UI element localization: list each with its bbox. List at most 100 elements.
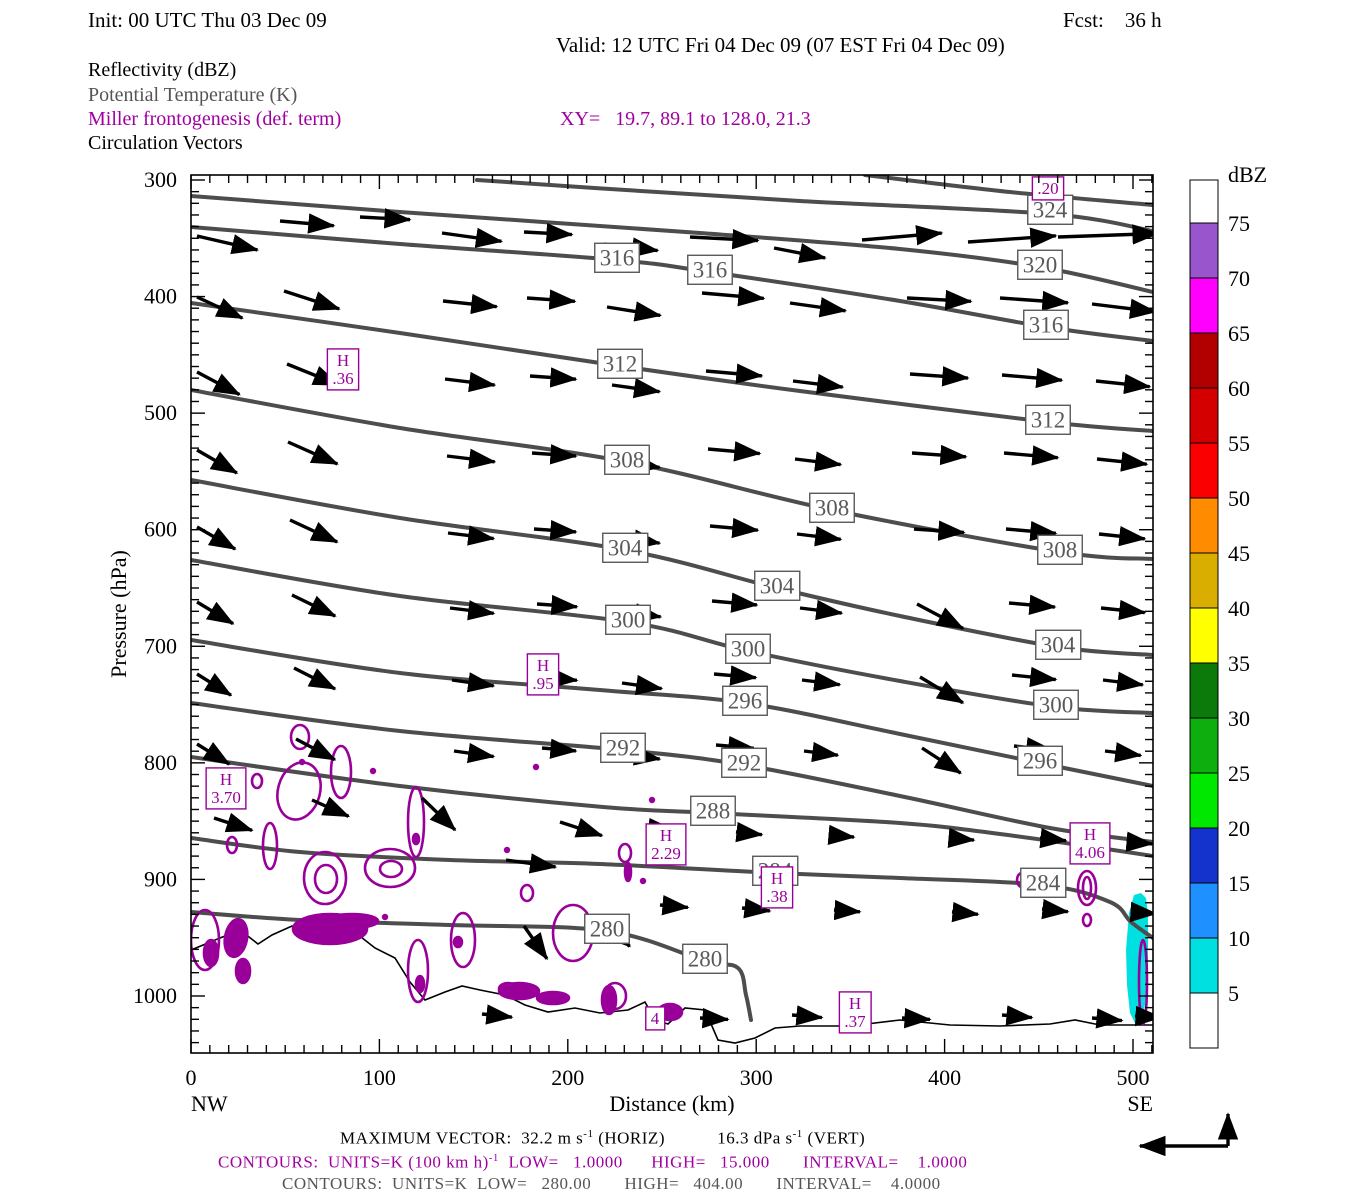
circulation-vector [741,898,772,919]
fronto-max-label: H.38 [760,866,794,909]
x-tick-label: 500 [1117,1065,1150,1090]
frontogenesis-speck [639,877,647,885]
fronto-max-label: H2.29 [645,823,687,866]
frontogenesis-speck [532,763,540,771]
theta-label-304: 304 [754,570,801,601]
circulation-vector [792,373,845,395]
circulation-vector [196,525,237,551]
circulation-vector [447,525,496,546]
svg-text:292: 292 [727,750,762,775]
theta-label-312: 312 [1025,404,1071,435]
cross-section-endpoints-label: XY= 19.7, 89.1 to 128.0, 21.3 [560,108,811,130]
forecast-hour-label: Fcst: 36 h [1063,8,1162,32]
circulation-vector [289,518,339,544]
svg-text:308: 308 [610,447,645,472]
frontogenesis-contour [617,842,633,864]
y-tick-label: 900 [144,866,177,891]
theta-label-284: 284 [1020,867,1067,898]
theta-label-308: 308 [809,492,855,523]
theta-label-320: 320 [1017,249,1063,280]
svg-text:292: 292 [606,735,641,760]
circulation-vector [196,672,233,697]
axis-ticks [190,175,1153,1053]
theta-label-288: 288 [690,795,736,826]
theta-label-280: 280 [584,913,630,944]
circulation-vector [1003,445,1060,466]
circulation-vector-field [196,208,1153,1029]
circulation-vector [441,227,504,248]
theta-label-300: 300 [725,633,771,664]
circulation-vector [906,289,973,311]
colorbar-tick-label: 25 [1228,761,1250,786]
theta-label-292: 292 [600,732,646,763]
y-axis-title: Pressure (hPa) [106,550,131,678]
svg-text:280: 280 [590,916,625,941]
y-tick-label: 800 [144,750,177,775]
x-tick-label: 0 [186,1065,197,1090]
x-tick-label: 300 [740,1065,773,1090]
frontogenesis-contour [623,861,633,883]
frontogenesis-contour [289,723,311,751]
svg-text:296: 296 [1023,748,1058,773]
circulation-vector [529,367,578,388]
colorbar-tick-label: 15 [1228,871,1250,896]
theta-label-304: 304 [1035,629,1082,660]
colorbar-segment [1189,992,1219,1049]
colorbar-segment [1189,332,1219,389]
colorbar-tick-label: 55 [1228,431,1250,456]
circulation-vector [713,665,758,686]
frontogenesis-contour [535,990,571,1006]
frontogenesis-contour [449,911,477,969]
circulation-vector [967,227,1058,248]
theta-contour-296 [191,638,1153,788]
svg-text:3.70: 3.70 [211,788,241,807]
colorbar-tick-label: 30 [1228,706,1250,731]
circulation-vector [444,371,497,393]
frontogenesis-contour [406,938,430,1004]
circulation-vector [1005,520,1058,542]
svg-text:316: 316 [600,245,635,270]
frontogenesis-contour [1081,912,1093,928]
svg-text:284: 284 [1026,870,1061,895]
circulation-vector [916,602,965,630]
circulation-vector [689,229,760,250]
theta-label-316: 316 [687,254,733,285]
colorbar-segment [1189,717,1219,774]
theta-contour-292 [191,701,1153,844]
circulation-vector [913,520,966,541]
circulation-vector [283,289,341,311]
svg-text:308: 308 [1043,537,1078,562]
svg-text:300: 300 [731,636,766,661]
circulation-vector [921,746,963,775]
reference-vector [1138,1112,1239,1157]
circulation-vector [999,290,1070,312]
svg-text:304: 304 [608,535,643,560]
theta-label-300: 300 [1033,689,1079,720]
circulation-vector [1041,898,1070,920]
frontogenesis-speck [648,796,656,804]
reflectivity-echo-region [1126,893,1148,1023]
circulation-vector [621,674,664,696]
circulation-vector [1057,224,1153,245]
colorbar-segment [1189,222,1219,279]
frontogenesis-contour [202,938,220,968]
circulation-vector [909,366,970,387]
circulation-vector [536,594,579,616]
circulation-vector [505,853,558,874]
svg-text:2.29: 2.29 [651,844,681,863]
circulation-vector [1095,373,1152,395]
fronto-max-label: H.36 [326,348,360,391]
y-tick-label: 500 [144,400,177,425]
frontogenesis-contour [363,847,417,889]
frontogenesis-speck [503,846,511,854]
circulation-vector [803,741,840,763]
frontogenesis-contour [452,935,464,949]
circulation-vector [1129,901,1153,923]
circulation-vector [523,222,574,244]
svg-text:300: 300 [611,607,646,632]
frontogenesis-contour [1076,869,1098,907]
legend-reflectivity: Reflectivity (dBZ) [88,59,237,81]
theta-label-296: 296 [722,685,768,716]
circulation-vector [861,225,944,246]
